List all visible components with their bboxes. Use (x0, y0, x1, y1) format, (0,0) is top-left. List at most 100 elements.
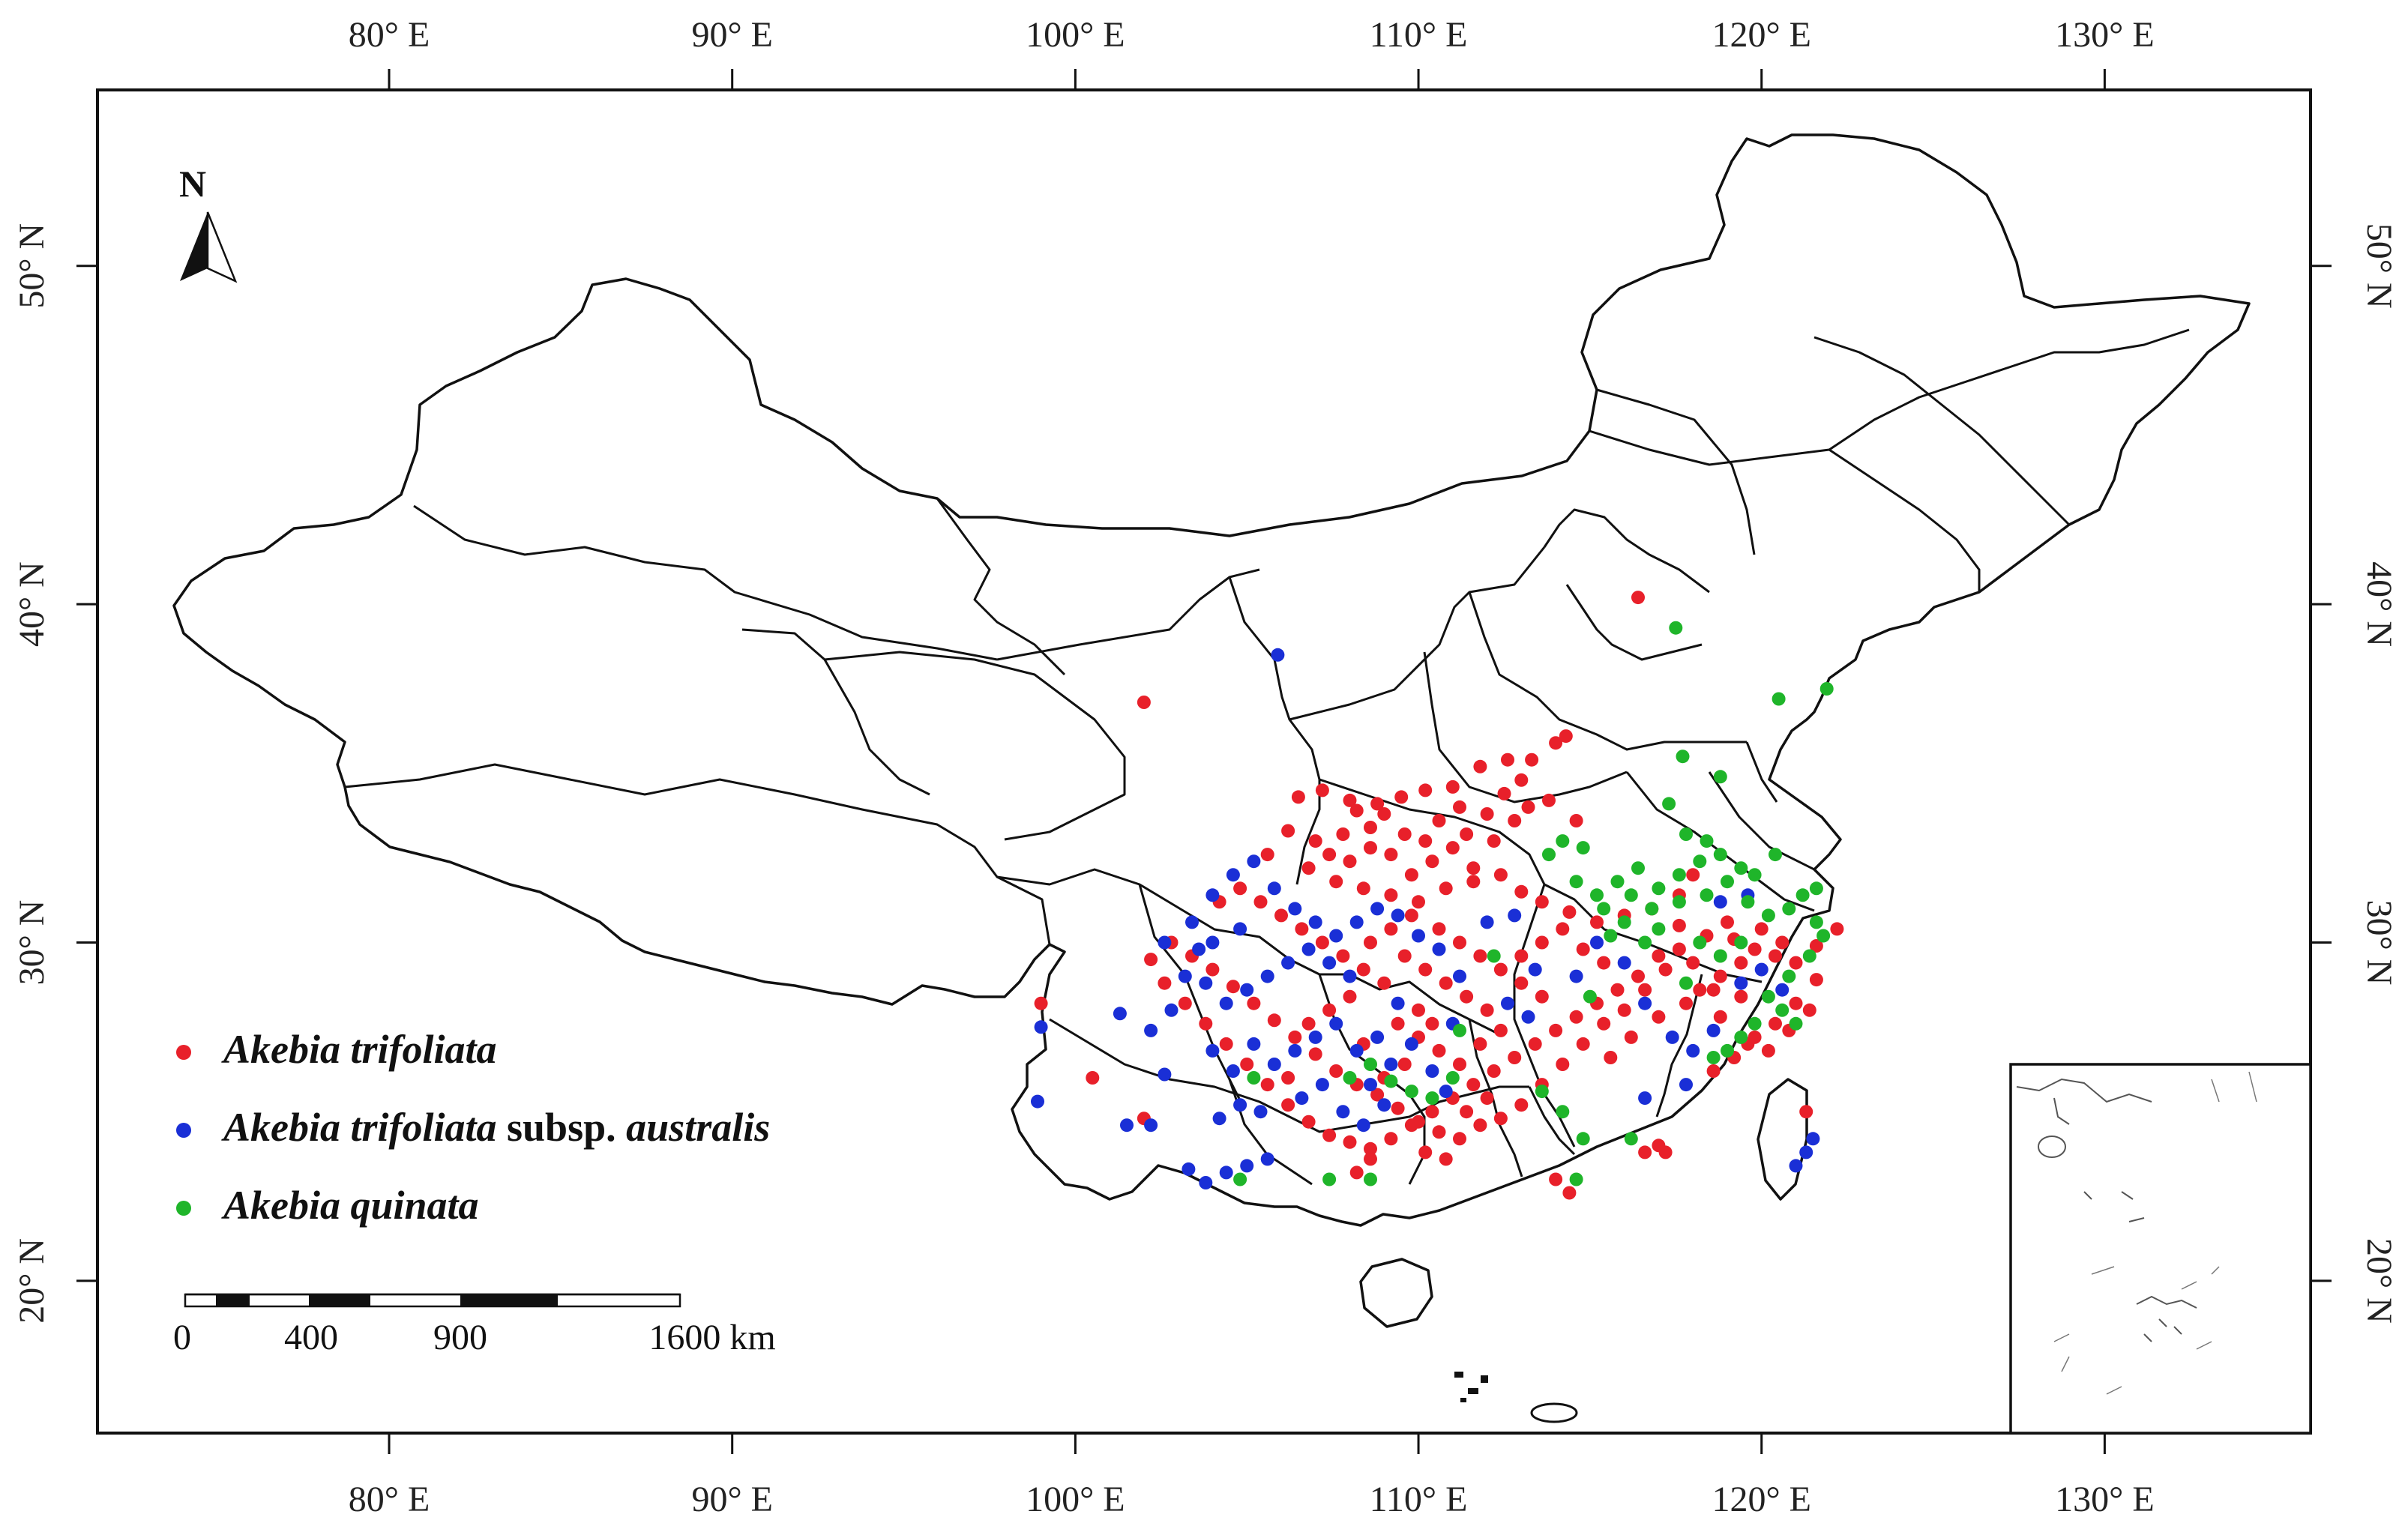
occurrence-point (1432, 942, 1446, 956)
occurrence-point (1631, 861, 1645, 875)
occurrence-point (1679, 976, 1693, 990)
occurrence-point (1569, 814, 1583, 827)
occurrence-point (1267, 881, 1281, 896)
occurrence-point (1384, 1058, 1398, 1071)
occurrence-point (1508, 908, 1522, 923)
occurrence-point (1799, 1105, 1813, 1119)
occurrence-point (1652, 1139, 1666, 1153)
occurrence-point (1590, 888, 1604, 902)
occurrence-point (1453, 800, 1466, 814)
occurrence-point (1233, 1098, 1247, 1112)
occurrence-point (1562, 905, 1577, 919)
occurrence-point (1370, 1088, 1385, 1102)
occurrence-point (1508, 814, 1522, 827)
occurrence-point (1432, 1043, 1446, 1058)
occurrence-point (1535, 895, 1549, 909)
occurrence-point (1418, 783, 1433, 797)
occurrence-point (1404, 1037, 1418, 1051)
occurrence-point (1597, 956, 1611, 970)
occurrence-point (1144, 953, 1158, 967)
occurrence-point (1384, 1132, 1398, 1146)
longitude-ticks-top: 80° E 90° E 100° E 110° E 120° E 130° E (349, 15, 2155, 90)
scale-label: 400 (284, 1318, 338, 1357)
occurrence-point (1789, 996, 1803, 1010)
occurrence-point (1754, 962, 1769, 977)
occurrence-point (1192, 942, 1206, 956)
series-1 (1031, 648, 1820, 1189)
occurrence-point (1412, 895, 1425, 909)
occurrence-point (1364, 841, 1377, 855)
occurrence-point (1343, 989, 1357, 1004)
occurrence-point (1439, 1085, 1453, 1099)
occurrence-point (1391, 996, 1405, 1010)
occurrence-point (1205, 1043, 1220, 1058)
occurrence-point (1322, 1128, 1337, 1142)
occurrence-point (1425, 854, 1439, 869)
occurrence-point (1370, 902, 1385, 916)
lat-tick-label-right: 50° N (2359, 223, 2399, 309)
occurrence-point (1315, 1078, 1329, 1092)
occurrence-point (1809, 973, 1823, 987)
occurrence-point (1748, 942, 1762, 956)
occurrence-point (1233, 1172, 1247, 1186)
occurrence-point (1769, 1016, 1782, 1031)
occurrence-point (1460, 989, 1474, 1004)
occurrence-point (1295, 922, 1309, 936)
occurrence-point (1205, 888, 1220, 902)
occurrence-point (1686, 1043, 1700, 1058)
occurrence-point (1158, 976, 1172, 990)
occurrence-point (1487, 1064, 1501, 1078)
occurrence-point (1631, 591, 1645, 605)
occurrence-point (1453, 935, 1466, 950)
occurrence-point (1617, 956, 1631, 970)
occurrence-point (1453, 1132, 1466, 1146)
occurrence-point (1418, 1145, 1433, 1159)
occurrence-point (1772, 692, 1786, 706)
occurrence-point (1301, 942, 1316, 956)
occurrence-point (1343, 793, 1357, 807)
occurrence-point (1322, 848, 1337, 862)
occurrence-point (1445, 1071, 1460, 1085)
occurrence-point (1034, 1020, 1048, 1034)
occurrence-point (1384, 922, 1398, 936)
occurrence-point (1569, 875, 1583, 889)
occurrence-point (1349, 803, 1364, 818)
occurrence-point (1260, 1078, 1274, 1092)
occurrence-point (1226, 868, 1240, 882)
occurrence-point (1113, 1007, 1127, 1021)
north-arrow: N (179, 163, 238, 283)
occurrence-point (1590, 935, 1604, 950)
occurrence-point (1473, 1037, 1487, 1051)
occurrence-point (1782, 902, 1796, 916)
occurrence-point (1391, 1016, 1405, 1031)
occurrence-point (1542, 793, 1556, 807)
occurrence-point (1301, 1115, 1316, 1129)
occurrence-point (1480, 807, 1494, 821)
occurrence-point (1336, 827, 1350, 841)
lon-tick-label-top: 90° E (691, 15, 773, 55)
occurrence-point (1439, 976, 1453, 990)
occurrence-point (1652, 1010, 1666, 1024)
occurrence-point (1404, 1085, 1418, 1099)
occurrence-point (1343, 1071, 1357, 1085)
occurrence-point (1624, 888, 1638, 902)
occurrence-point (1604, 929, 1618, 943)
lon-tick-label-bottom: 110° E (1370, 1480, 1468, 1519)
occurrence-point (1549, 736, 1563, 750)
occurrence-point (1137, 696, 1151, 709)
lon-tick-label-top: 120° E (1712, 15, 1811, 55)
occurrence-point (1253, 1105, 1268, 1119)
occurrence-point (1528, 1037, 1542, 1051)
lat-tick-label-right: 40° N (2359, 561, 2399, 647)
occurrence-point (1439, 1152, 1453, 1166)
lon-tick-label-bottom: 130° E (2055, 1480, 2155, 1519)
longitude-ticks-bottom: 80° E 90° E 100° E 110° E 120° E 130° E (349, 1433, 2155, 1519)
occurrence-point (1645, 902, 1659, 916)
occurrence-point (1219, 1037, 1233, 1051)
occurrence-point (1364, 1142, 1377, 1156)
occurrence-point (1205, 935, 1220, 950)
occurrence-point (1583, 989, 1597, 1004)
occurrence-point (1315, 783, 1329, 797)
occurrence-point (1301, 861, 1316, 875)
occurrence-point (1267, 1013, 1281, 1028)
